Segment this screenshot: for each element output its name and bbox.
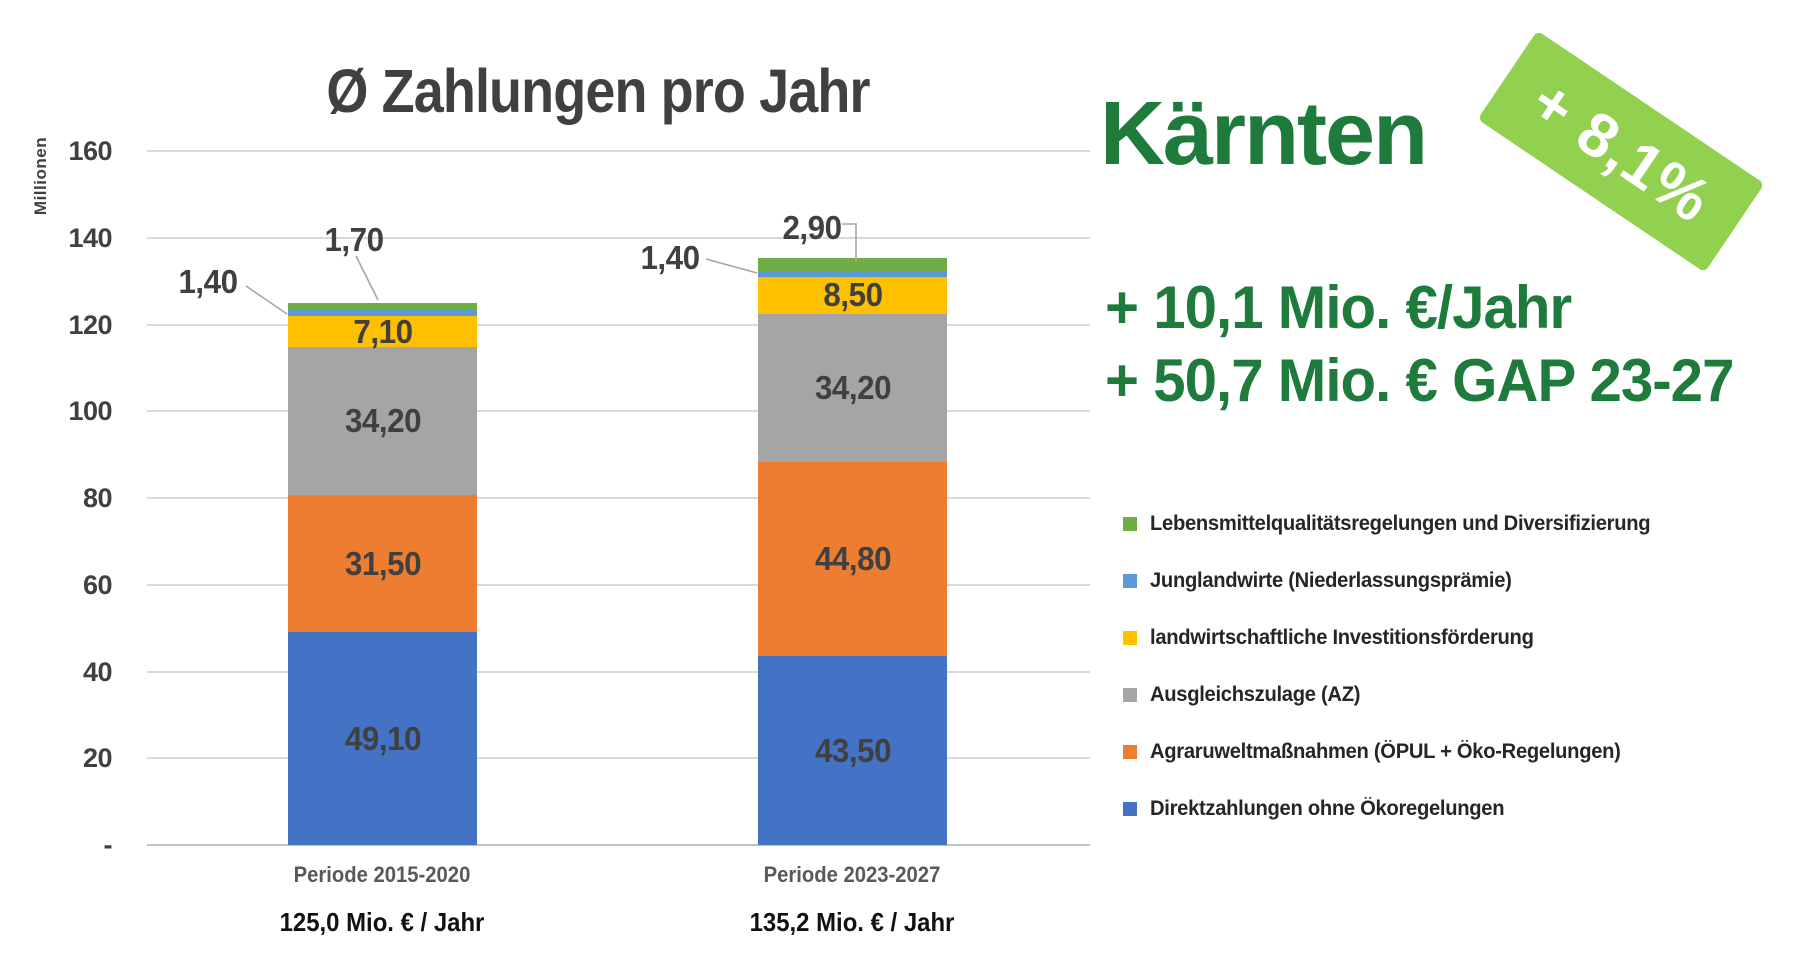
legend-label: Ausgleichszulage (AZ) xyxy=(1150,683,1361,706)
legend-item: Ausgleichszulage (AZ) xyxy=(1123,683,1369,707)
y-tick-160: 160 xyxy=(68,136,112,166)
gridline-160 xyxy=(147,150,1090,152)
y-tick-0: - xyxy=(103,830,113,860)
legend-item: Junglandwirte (Niederlassungsprämie) xyxy=(1123,569,1527,593)
total-per-year-2: 135,2 Mio. € / Jahr xyxy=(749,907,955,937)
legend-item: Lebensmittelqualitätsregelungen und Dive… xyxy=(1123,512,1671,536)
callout-value-label: 1,40 xyxy=(640,239,700,276)
x-category-1: Periode 2015-2020 xyxy=(293,862,471,887)
segment-value-label: 44,80 xyxy=(814,540,891,578)
legend-item: Direktzahlungen ohne Ökoregelungen xyxy=(1123,797,1519,821)
segment-value-label: 43,50 xyxy=(814,731,891,769)
segment-value-label: 8,50 xyxy=(822,276,883,314)
bar-segment-2-1 xyxy=(758,461,947,657)
bar-segment-1-4 xyxy=(288,310,477,317)
y-tick-140: 140 xyxy=(68,222,112,253)
y-tick-60: 60 xyxy=(82,569,113,600)
callout-leader-line xyxy=(355,255,379,301)
y-tick-100: 100 xyxy=(68,396,112,427)
chart-title: Ø Zahlungen pro Jahr xyxy=(326,57,870,125)
gridline-20 xyxy=(147,757,1090,760)
percent-badge-label: + 8,1% xyxy=(1518,66,1724,237)
legend-label: landwirtschaftliche Investitionsförderun… xyxy=(1150,626,1534,649)
segment-value-label: 34,20 xyxy=(814,368,891,406)
legend-label: Agraruweltmaßnahmen (ÖPUL + Öko-Regelung… xyxy=(1150,740,1621,763)
gridline-120 xyxy=(147,323,1090,326)
legend-label: Lebensmittelqualitätsregelungen und Dive… xyxy=(1150,512,1651,535)
y-tick-20: 20 xyxy=(82,743,113,774)
legend-swatch-icon xyxy=(1123,745,1137,759)
callout-leader-line xyxy=(705,258,758,274)
gridline-100 xyxy=(147,410,1090,413)
callout-value-label: 1,70 xyxy=(324,221,384,258)
gridline-40 xyxy=(147,670,1090,673)
delta-per-year: + 10,1 Mio. €/Jahr xyxy=(1105,274,1572,341)
legend-swatch-icon xyxy=(1123,574,1137,588)
legend-swatch-icon xyxy=(1123,517,1137,531)
delta-gap-total: + 50,7 Mio. € GAP 23-27 xyxy=(1105,347,1734,414)
x-category-2: Periode 2023-2027 xyxy=(763,862,941,887)
segment-value-label: 49,10 xyxy=(344,719,421,757)
y-tick-80: 80 xyxy=(82,483,113,513)
gridline-140 xyxy=(147,236,1090,239)
callout-value-label: 1,40 xyxy=(178,263,238,300)
callout-leader-line xyxy=(245,285,288,315)
bar-segment-1-1 xyxy=(288,495,477,633)
legend-swatch-icon xyxy=(1123,802,1137,816)
segment-value-label: 34,20 xyxy=(344,402,421,440)
bar-segment-2-5 xyxy=(758,258,947,271)
legend-swatch-icon xyxy=(1123,688,1137,702)
y-tick-40: 40 xyxy=(82,656,113,687)
segment-value-label: 7,10 xyxy=(352,312,413,350)
segment-value-label: 31,50 xyxy=(344,544,421,582)
gridline-80 xyxy=(147,497,1090,499)
percent-badge: + 8,1% xyxy=(1477,30,1765,273)
gridline-0 xyxy=(147,844,1090,846)
total-per-year-1: 125,0 Mio. € / Jahr xyxy=(279,907,485,937)
bar-segment-1-5 xyxy=(288,302,477,311)
legend-label: Junglandwirte (Niederlassungsprämie) xyxy=(1150,569,1512,592)
y-tick-120: 120 xyxy=(68,309,112,340)
bar-segment-2-0 xyxy=(758,656,947,845)
bar-segment-2-4 xyxy=(758,270,947,277)
legend-item: landwirtschaftliche Investitionsförderun… xyxy=(1123,626,1550,650)
bar-segment-2-3 xyxy=(758,276,947,314)
bar-segment-1-0 xyxy=(288,632,477,845)
region-title: Kärnten xyxy=(1100,84,1428,184)
legend-item: Agraruweltmaßnahmen (ÖPUL + Öko-Regelung… xyxy=(1123,740,1640,764)
callout-leader-line xyxy=(842,223,857,261)
bar-segment-1-2 xyxy=(288,347,477,496)
bar-segment-1-3 xyxy=(288,316,477,348)
legend: Lebensmittelqualitätsregelungen und Dive… xyxy=(1123,512,1783,852)
callout-value-label: 2,90 xyxy=(782,209,842,246)
gridline-60 xyxy=(147,583,1090,586)
legend-label: Direktzahlungen ohne Ökoregelungen xyxy=(1150,797,1505,820)
legend-swatch-icon xyxy=(1123,631,1137,645)
bar-segment-2-2 xyxy=(758,313,947,462)
